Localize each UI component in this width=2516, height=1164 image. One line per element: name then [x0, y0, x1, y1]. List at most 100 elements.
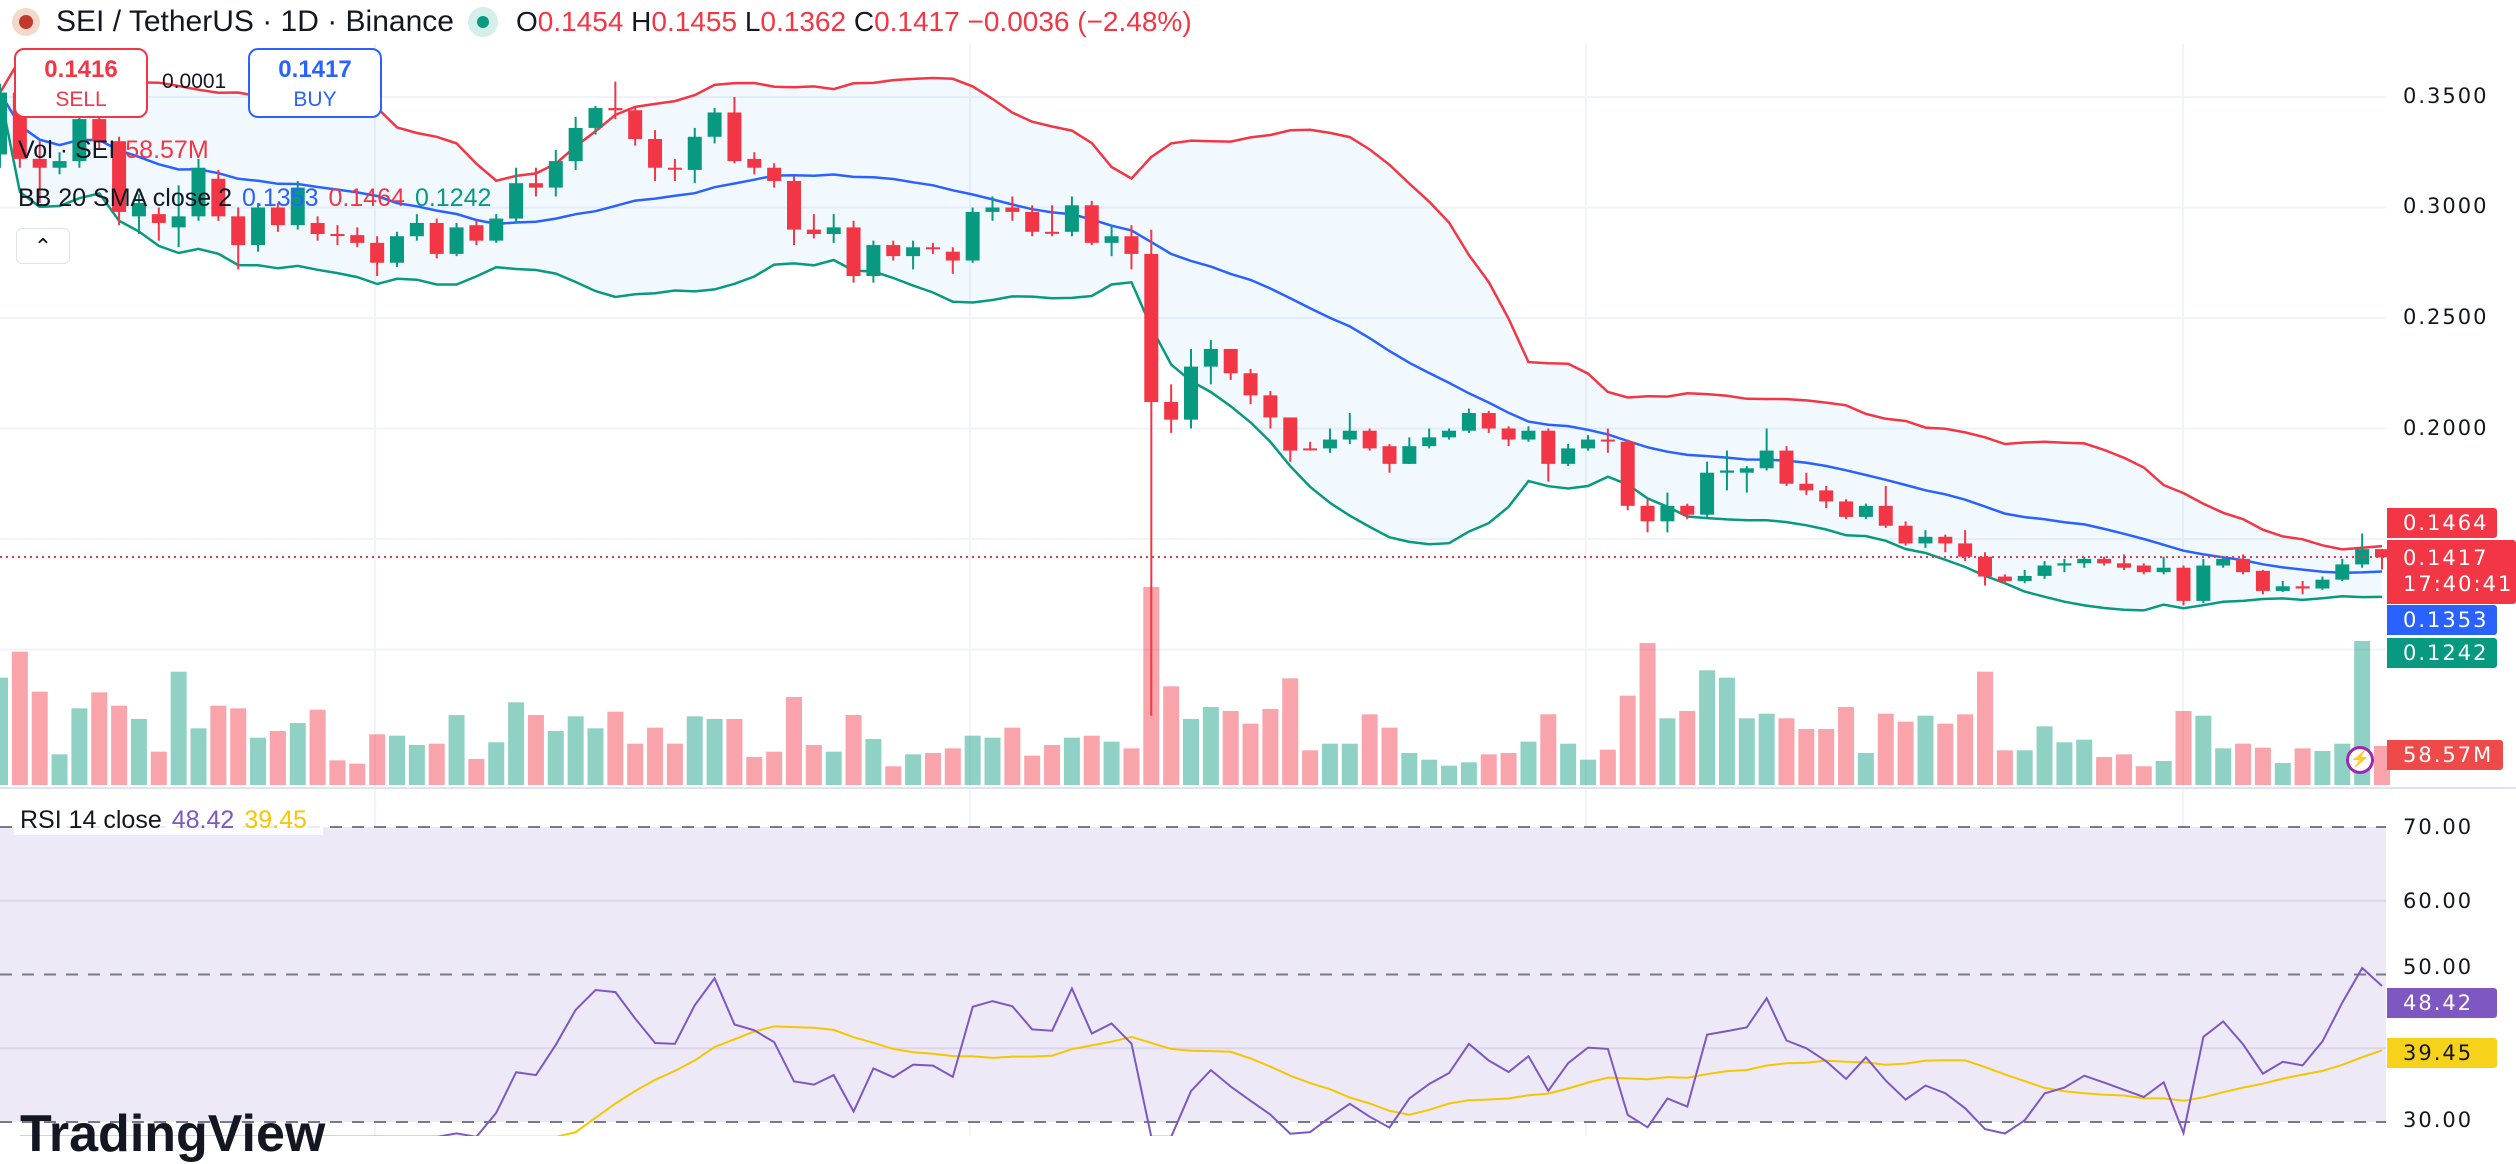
- volume-bar: [587, 728, 604, 785]
- tradingview-logo[interactable]: TradingView: [20, 1105, 326, 1163]
- bb-lower-value: 0.1242: [414, 184, 492, 212]
- volume-bar: [448, 715, 465, 785]
- candle-body: [1581, 439, 1595, 449]
- volume-bar: [2294, 748, 2311, 785]
- volume-bar: [2135, 766, 2152, 785]
- volume-bar: [666, 743, 683, 785]
- bb-upper-tag: 0.1464: [2387, 508, 2497, 538]
- volume-bar: [2155, 761, 2172, 785]
- volume-bar: [2036, 726, 2053, 785]
- candle-body: [906, 247, 921, 257]
- rsi-ma-legend-value: 39.45: [244, 806, 307, 834]
- candle-body: [687, 136, 702, 170]
- volume-bar: [647, 727, 664, 785]
- volume-bar: [1242, 723, 1259, 785]
- candle-body: [52, 161, 67, 168]
- candle-body: [1402, 446, 1417, 464]
- candle-body: [1164, 401, 1179, 420]
- volume-bar: [309, 709, 326, 785]
- volume-bar: [1421, 759, 1438, 785]
- volume-bar: [786, 697, 802, 785]
- candle-body: [211, 178, 226, 217]
- candle-body: [1819, 490, 1834, 502]
- volume-bar: [547, 731, 564, 785]
- chevron-up-icon: ⌃: [33, 234, 53, 259]
- candle-body: [1104, 236, 1119, 243]
- volume-bar: [1560, 743, 1577, 785]
- volume-bar: [1480, 754, 1497, 785]
- buy-button[interactable]: 0.1417 BUY: [248, 48, 382, 118]
- volume-bar: [2195, 715, 2212, 785]
- bb-legend[interactable]: BB 20 SMA close 2 0.1353 0.1464 0.1242: [18, 184, 501, 213]
- volume-bar: [964, 735, 981, 785]
- volume-bar: [1262, 709, 1279, 785]
- sell-label: SELL: [55, 88, 107, 111]
- candle-body: [1839, 501, 1854, 517]
- volume-bar: [627, 743, 644, 785]
- volume-bar: [2096, 757, 2113, 785]
- volume-bar: [706, 719, 723, 785]
- candle-body: [2216, 558, 2231, 566]
- volume-bar: [1659, 718, 1676, 785]
- volume-bar: [1520, 741, 1537, 785]
- volume-bar: [1202, 707, 1219, 785]
- candle-body: [449, 227, 464, 254]
- candle-body: [1997, 576, 2012, 581]
- candle-body: [390, 236, 404, 263]
- volume-bar: [686, 716, 703, 785]
- candle-body: [1799, 483, 1814, 491]
- candle-body: [2375, 549, 2389, 558]
- candle-body: [2315, 579, 2330, 589]
- volume-legend[interactable]: Vol · SEI 58.57M: [18, 136, 219, 165]
- volume-bar: [746, 757, 763, 785]
- low-value: 0.1362: [760, 6, 847, 37]
- volume-bar: [2254, 747, 2271, 785]
- lightning-icon[interactable]: ⚡: [2346, 746, 2374, 774]
- volume-legend-label: Vol · SEI: [18, 136, 116, 164]
- candle-body: [2037, 565, 2052, 576]
- chart-canvas[interactable]: [0, 0, 2516, 1136]
- candle-body: [767, 167, 782, 181]
- candle-body: [588, 108, 603, 128]
- candle-body: [568, 127, 583, 162]
- candle-body: [747, 158, 762, 168]
- candle-body: [965, 211, 980, 261]
- volume-bar: [865, 739, 882, 785]
- candle-body: [1481, 413, 1496, 429]
- candle-body: [2077, 558, 2092, 564]
- volume-tag: 58.57M: [2387, 740, 2503, 770]
- volume-bar: [1103, 741, 1120, 785]
- sell-price: 0.1416: [44, 56, 118, 83]
- candle-body: [1938, 536, 1953, 544]
- volume-bar: [31, 691, 48, 785]
- bb-basis-tag: 0.1353: [2387, 605, 2497, 635]
- volume-bar: [230, 708, 247, 785]
- price-tick: 0.3500: [2403, 84, 2489, 108]
- candle-body: [2017, 575, 2032, 581]
- candle-body: [1680, 505, 1695, 515]
- candle-body: [1362, 430, 1377, 449]
- open-value: 0.1454: [537, 6, 624, 37]
- symbol-title[interactable]: SEI / TetherUS · 1D · Binance: [56, 5, 454, 38]
- bb-upper-line: [0, 57, 2383, 551]
- candle-body: [1263, 395, 1278, 418]
- volume-bar: [1718, 677, 1735, 785]
- volume-bar: [1024, 755, 1041, 785]
- volume-bar: [1838, 707, 1855, 785]
- price-tick: 0.2500: [2403, 305, 2489, 329]
- rsi-ma-line: [19, 1025, 2383, 1136]
- volume-bar: [1321, 743, 1338, 785]
- volume-bar: [1361, 714, 1378, 785]
- collapse-legend-button[interactable]: ⌃: [16, 228, 70, 264]
- volume-bar: [1163, 686, 1180, 785]
- last-price-tag: 0.1417 17:40:41: [2387, 540, 2516, 604]
- volume-bar: [150, 751, 167, 785]
- close-value: 0.1417: [874, 6, 960, 37]
- volume-bar: [170, 671, 187, 785]
- sell-button[interactable]: 0.1416 SELL: [14, 48, 148, 118]
- volume-bar: [1222, 711, 1239, 785]
- volume-bar: [0, 677, 8, 785]
- volume-bar: [1917, 715, 1934, 785]
- rsi-legend[interactable]: RSI 14 close 48.42 39.45: [14, 806, 323, 835]
- candle-body: [1303, 448, 1318, 451]
